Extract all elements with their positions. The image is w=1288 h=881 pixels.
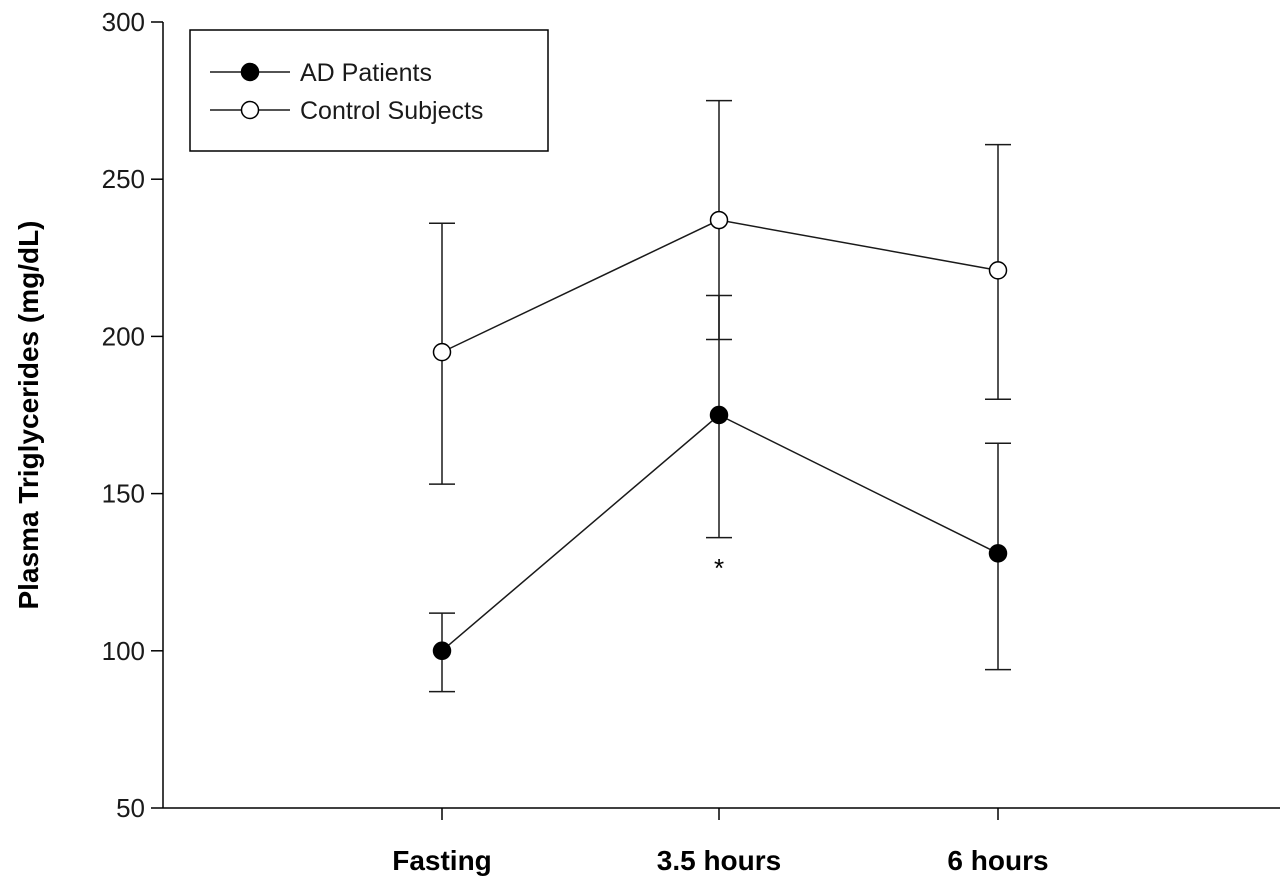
series-line-0: [441, 414, 999, 652]
data-point-0-0: [432, 641, 452, 661]
y-axis-ticks: 50 100 150 200 250 300: [102, 7, 163, 823]
legend-box: [189, 29, 549, 152]
data-point-1-2: [988, 261, 1008, 280]
y-tick-label-150: 150: [102, 479, 145, 509]
y-tick-label-200: 200: [102, 321, 145, 351]
legend-label-1: Control Subjects: [300, 97, 483, 125]
series-line-1: [441, 219, 999, 353]
annotation-layer: *: [714, 553, 724, 583]
series-1: [429, 99, 1011, 485]
x-category-label-0: Fasting: [392, 845, 492, 876]
legend: AD Patients Control Subjects: [189, 29, 549, 152]
series-0: [429, 294, 1011, 693]
x-category-label-2: 6 hours: [947, 845, 1048, 876]
y-tick-label-300: 300: [102, 7, 145, 37]
x-category-label-1: 3.5 hours: [657, 845, 781, 876]
y-tick-label-100: 100: [102, 636, 145, 666]
legend-label-0: AD Patients: [300, 59, 432, 87]
y-tick-label-250: 250: [102, 164, 145, 194]
data-point-0-1: [709, 405, 729, 425]
legend-marker-0: [240, 62, 260, 82]
data-point-1-0: [432, 342, 452, 362]
data-point-0-2: [988, 544, 1008, 563]
series-layer: [429, 99, 1011, 693]
x-axis-ticks: Fasting 3.5 hours 6 hours: [392, 808, 1049, 876]
axes: [162, 22, 1280, 809]
y-axis-title: Plasma Triglycerides (mg/dL): [13, 220, 44, 609]
annotation-0: *: [714, 553, 724, 583]
data-point-1-1: [709, 210, 729, 230]
y-tick-label-50: 50: [116, 793, 145, 823]
legend-marker-1: [240, 100, 260, 120]
